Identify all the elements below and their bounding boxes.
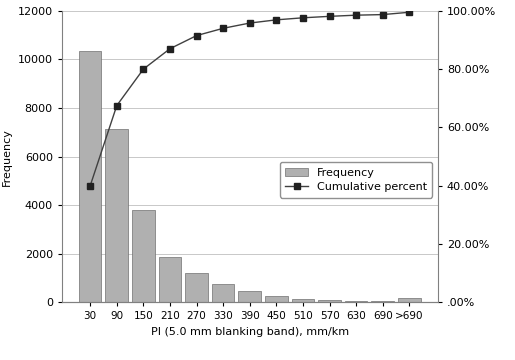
X-axis label: PI (5.0 mm blanking band), mm/km: PI (5.0 mm blanking band), mm/km bbox=[151, 327, 349, 337]
Bar bbox=[185, 273, 208, 302]
Bar bbox=[238, 292, 261, 302]
Bar bbox=[398, 298, 421, 302]
Bar bbox=[79, 51, 101, 302]
Bar bbox=[318, 300, 341, 302]
Bar bbox=[212, 284, 234, 302]
Bar bbox=[345, 301, 368, 302]
Bar bbox=[159, 257, 181, 302]
Y-axis label: Frequency: Frequency bbox=[2, 128, 12, 185]
Bar bbox=[371, 301, 394, 302]
Bar bbox=[106, 129, 128, 302]
Bar bbox=[291, 298, 314, 302]
Bar bbox=[265, 296, 288, 302]
Bar bbox=[132, 210, 154, 302]
Legend: Frequency, Cumulative percent: Frequency, Cumulative percent bbox=[280, 162, 432, 198]
